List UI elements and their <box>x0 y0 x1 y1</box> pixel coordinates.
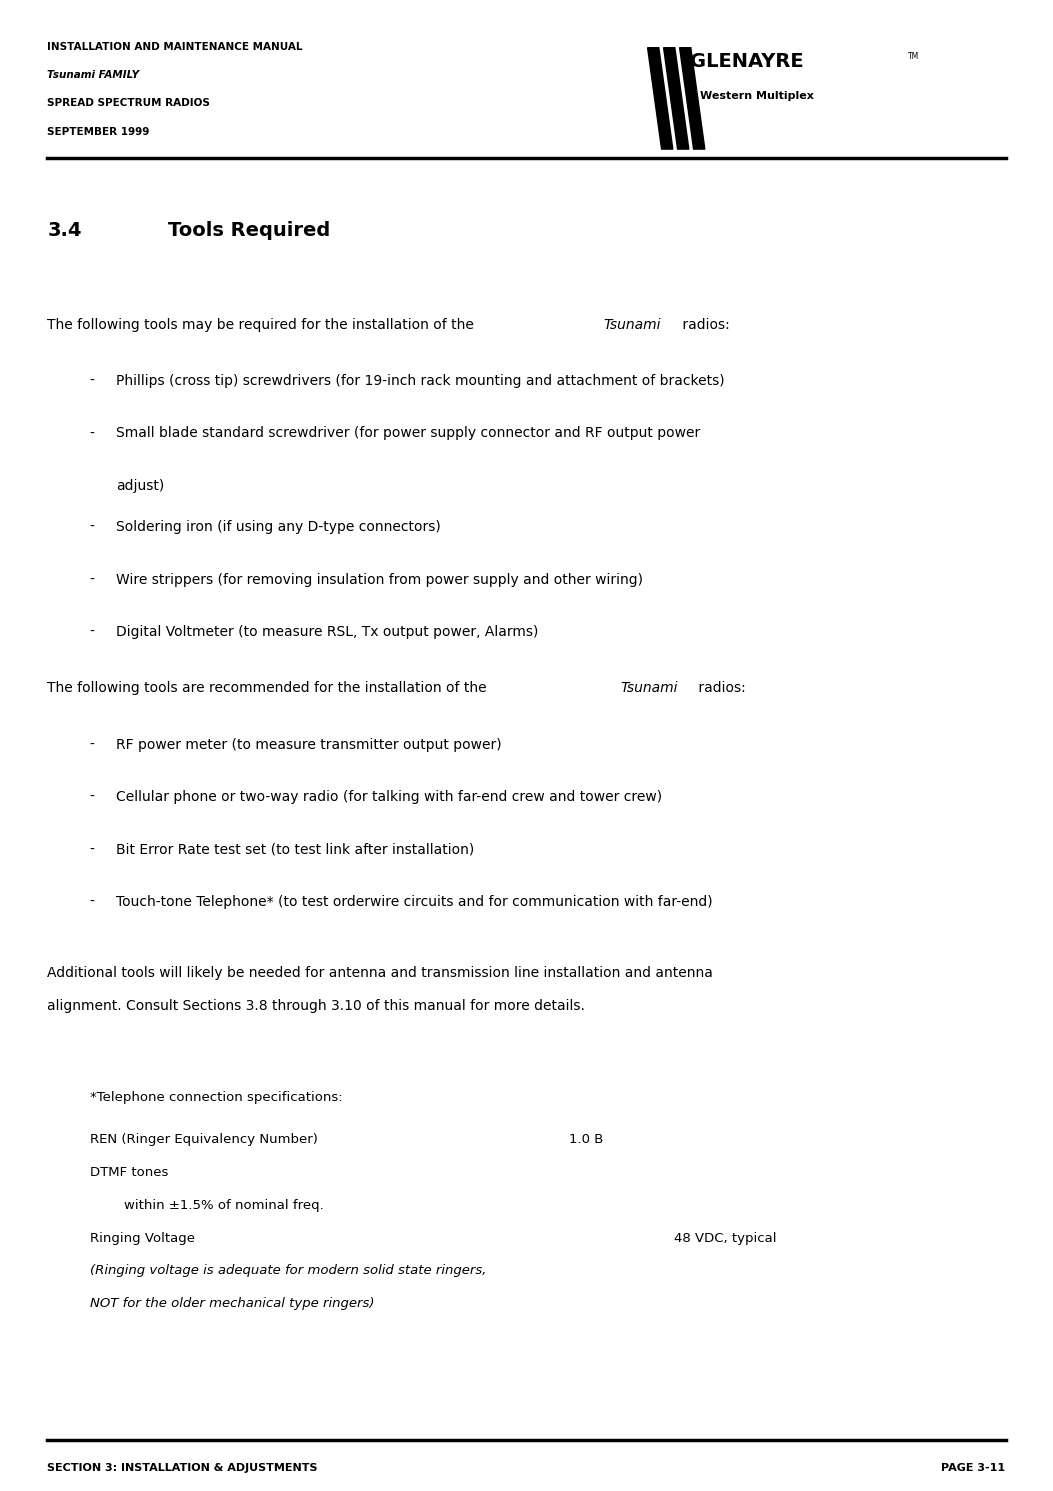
Text: Ringing Voltage: Ringing Voltage <box>90 1232 195 1245</box>
Text: -: - <box>90 790 95 804</box>
Text: Touch-tone Telephone* (to test orderwire circuits and for communication with far: Touch-tone Telephone* (to test orderwire… <box>116 895 713 908</box>
Text: -: - <box>90 842 95 856</box>
Text: Tsunami: Tsunami <box>620 681 678 695</box>
Text: Wire strippers (for removing insulation from power supply and other wiring): Wire strippers (for removing insulation … <box>116 573 642 586</box>
Text: 3.4: 3.4 <box>47 221 82 240</box>
Text: SECTION 3: INSTALLATION & ADJUSTMENTS: SECTION 3: INSTALLATION & ADJUSTMENTS <box>47 1463 318 1473</box>
Text: adjust): adjust) <box>116 479 164 492</box>
Polygon shape <box>679 48 704 149</box>
Text: Additional tools will likely be needed for antenna and transmission line install: Additional tools will likely be needed f… <box>47 966 713 980</box>
Text: Digital Voltmeter (to measure RSL, Tx output power, Alarms): Digital Voltmeter (to measure RSL, Tx ou… <box>116 625 538 638</box>
Text: The following tools may be required for the installation of the: The following tools may be required for … <box>47 318 479 331</box>
Text: DTMF tones: DTMF tones <box>90 1166 167 1179</box>
Text: Tsunami FAMILY: Tsunami FAMILY <box>47 70 139 81</box>
Text: Western Multiplex: Western Multiplex <box>700 91 814 101</box>
Text: NOT for the older mechanical type ringers): NOT for the older mechanical type ringer… <box>90 1297 374 1311</box>
Text: -: - <box>90 895 95 908</box>
Text: Soldering iron (if using any D-type connectors): Soldering iron (if using any D-type conn… <box>116 520 440 534</box>
Text: alignment. Consult Sections 3.8 through 3.10 of this manual for more details.: alignment. Consult Sections 3.8 through … <box>47 999 585 1012</box>
Text: Cellular phone or two-way radio (for talking with far-end crew and tower crew): Cellular phone or two-way radio (for tal… <box>116 790 662 804</box>
Text: Tools Required: Tools Required <box>168 221 331 240</box>
Text: GLENAYRE: GLENAYRE <box>690 52 803 72</box>
Text: radios:: radios: <box>695 681 747 695</box>
Text: (Ringing voltage is adequate for modern solid state ringers,: (Ringing voltage is adequate for modern … <box>90 1264 486 1278</box>
Polygon shape <box>663 48 689 149</box>
Text: 1.0 B: 1.0 B <box>569 1133 603 1147</box>
Text: SPREAD SPECTRUM RADIOS: SPREAD SPECTRUM RADIOS <box>47 98 211 109</box>
Text: RF power meter (to measure transmitter output power): RF power meter (to measure transmitter o… <box>116 738 501 751</box>
Text: TM: TM <box>908 52 919 61</box>
Text: -: - <box>90 573 95 586</box>
Text: SEPTEMBER 1999: SEPTEMBER 1999 <box>47 127 150 137</box>
Text: -: - <box>90 520 95 534</box>
Text: -: - <box>90 374 95 388</box>
Text: Tsunami: Tsunami <box>603 318 661 331</box>
Polygon shape <box>648 48 673 149</box>
Text: *Telephone connection specifications:: *Telephone connection specifications: <box>90 1091 342 1105</box>
Text: within ±1.5% of nominal freq.: within ±1.5% of nominal freq. <box>90 1199 323 1212</box>
Text: 48 VDC, typical: 48 VDC, typical <box>674 1232 776 1245</box>
Text: Phillips (cross tip) screwdrivers (for 19-inch rack mounting and attachment of b: Phillips (cross tip) screwdrivers (for 1… <box>116 374 724 388</box>
Text: -: - <box>90 738 95 751</box>
Text: Bit Error Rate test set (to test link after installation): Bit Error Rate test set (to test link af… <box>116 842 474 856</box>
Text: -: - <box>90 426 95 440</box>
Text: -: - <box>90 625 95 638</box>
Text: Small blade standard screwdriver (for power supply connector and RF output power: Small blade standard screwdriver (for po… <box>116 426 700 440</box>
Text: The following tools are recommended for the installation of the: The following tools are recommended for … <box>47 681 492 695</box>
Text: PAGE 3-11: PAGE 3-11 <box>941 1463 1006 1473</box>
Text: radios:: radios: <box>678 318 730 331</box>
Text: INSTALLATION AND MAINTENANCE MANUAL: INSTALLATION AND MAINTENANCE MANUAL <box>47 42 303 52</box>
Text: REN (Ringer Equivalency Number): REN (Ringer Equivalency Number) <box>90 1133 317 1147</box>
